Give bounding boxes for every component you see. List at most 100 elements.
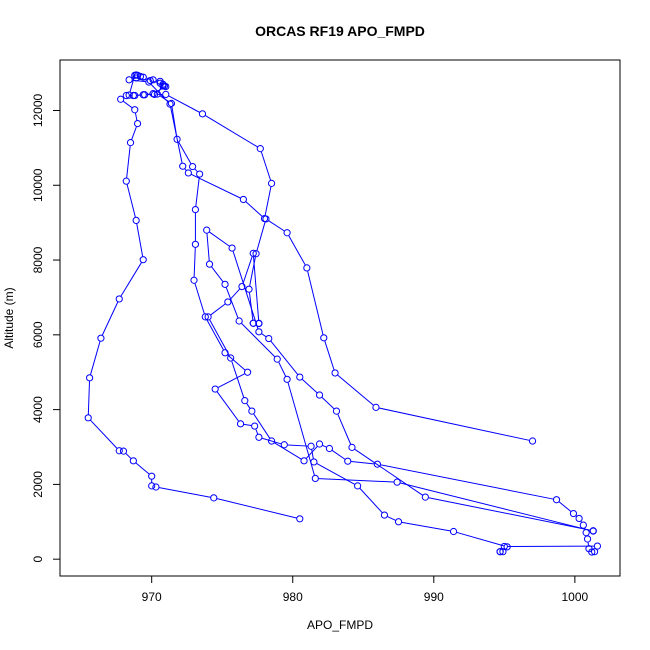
data-point bbox=[97, 334, 105, 342]
data-point bbox=[372, 403, 380, 411]
series-segment bbox=[278, 361, 287, 377]
series-segment bbox=[146, 77, 150, 80]
data-point bbox=[122, 177, 130, 185]
data-point bbox=[132, 216, 140, 225]
data-point bbox=[280, 441, 288, 449]
series-segment bbox=[456, 531, 505, 547]
data-point bbox=[191, 205, 200, 214]
series-segment bbox=[246, 403, 251, 409]
series-segment bbox=[231, 361, 245, 398]
series-segment bbox=[331, 450, 346, 460]
data-point bbox=[583, 535, 592, 543]
data-point bbox=[190, 276, 198, 284]
data-point bbox=[380, 511, 389, 519]
chart-title: ORCAS RF19 APO_FMPD bbox=[255, 23, 425, 39]
data-point bbox=[115, 295, 123, 303]
data-point bbox=[300, 457, 308, 465]
series-segment bbox=[120, 262, 142, 297]
y-tick-label: 0 bbox=[31, 556, 45, 563]
series-segment bbox=[307, 271, 324, 335]
series-segment bbox=[171, 106, 178, 136]
series-segment bbox=[241, 323, 276, 358]
data-point bbox=[315, 440, 324, 448]
data-point bbox=[248, 407, 256, 415]
data-point bbox=[115, 447, 123, 455]
series-segment bbox=[232, 251, 259, 329]
series-segment bbox=[316, 463, 355, 485]
data-point bbox=[221, 349, 229, 357]
series-segment bbox=[321, 397, 335, 410]
data-point bbox=[552, 496, 561, 504]
series-segment bbox=[184, 168, 187, 171]
data-point bbox=[86, 374, 94, 382]
data-point bbox=[117, 95, 125, 103]
series-segment bbox=[324, 340, 335, 370]
series-segment bbox=[125, 453, 132, 459]
data-point bbox=[344, 457, 352, 465]
series-segment bbox=[288, 235, 306, 266]
series-segment bbox=[379, 407, 530, 441]
series-segment bbox=[255, 429, 259, 435]
data-point bbox=[255, 433, 263, 441]
data-point bbox=[196, 170, 204, 178]
data-point bbox=[394, 518, 403, 526]
data-point bbox=[211, 385, 219, 393]
series-segment bbox=[359, 488, 383, 513]
data-point bbox=[283, 229, 291, 237]
series-segment bbox=[274, 442, 302, 460]
data-point bbox=[325, 444, 334, 453]
data-point bbox=[332, 407, 341, 415]
data-point bbox=[569, 509, 578, 518]
y-tick-label: 10000 bbox=[31, 168, 45, 202]
series-segment bbox=[268, 220, 285, 232]
data-point bbox=[267, 437, 276, 445]
data-point bbox=[133, 119, 142, 128]
data-point bbox=[593, 542, 602, 550]
series-segment bbox=[558, 501, 572, 512]
series-segment bbox=[227, 354, 246, 371]
data-point bbox=[575, 514, 583, 523]
data-point bbox=[84, 414, 92, 422]
y-tick-label: 4000 bbox=[31, 396, 45, 423]
series-segment bbox=[380, 464, 554, 500]
series-segment bbox=[129, 78, 135, 93]
data-point bbox=[273, 355, 281, 363]
data-point bbox=[149, 76, 157, 84]
series-segment bbox=[261, 333, 267, 338]
data-point bbox=[311, 474, 319, 483]
data-point bbox=[139, 91, 147, 99]
data-point bbox=[256, 145, 264, 153]
data-point bbox=[251, 422, 259, 430]
series-segment bbox=[90, 341, 101, 375]
series-segment bbox=[209, 319, 230, 356]
data-point bbox=[162, 90, 170, 99]
data-point bbox=[122, 91, 130, 100]
series-segment bbox=[243, 423, 252, 427]
data-point bbox=[496, 548, 504, 556]
series-segment bbox=[387, 516, 396, 521]
data-point bbox=[393, 478, 401, 486]
data-point bbox=[449, 527, 458, 536]
data-point bbox=[252, 250, 260, 258]
series-segment bbox=[337, 414, 352, 445]
data-point bbox=[146, 76, 154, 85]
data-point bbox=[585, 545, 593, 553]
data-point bbox=[129, 91, 137, 100]
series-segment bbox=[322, 444, 327, 448]
data-point bbox=[148, 472, 156, 480]
data-point bbox=[228, 244, 236, 252]
data-point bbox=[241, 397, 249, 405]
series-segment bbox=[216, 498, 297, 519]
series-segment bbox=[301, 378, 318, 394]
x-axis: 970 980 990 1000 bbox=[142, 575, 589, 604]
data-point bbox=[152, 483, 160, 491]
series-segment bbox=[136, 223, 144, 257]
data-series bbox=[204, 215, 602, 556]
y-axis-label: Altitude (m) bbox=[2, 287, 16, 348]
y-tick-label: 12000 bbox=[31, 93, 45, 127]
series-segment bbox=[159, 487, 211, 498]
data-point bbox=[153, 90, 161, 98]
series-segment bbox=[211, 266, 224, 282]
data-point bbox=[224, 298, 232, 306]
